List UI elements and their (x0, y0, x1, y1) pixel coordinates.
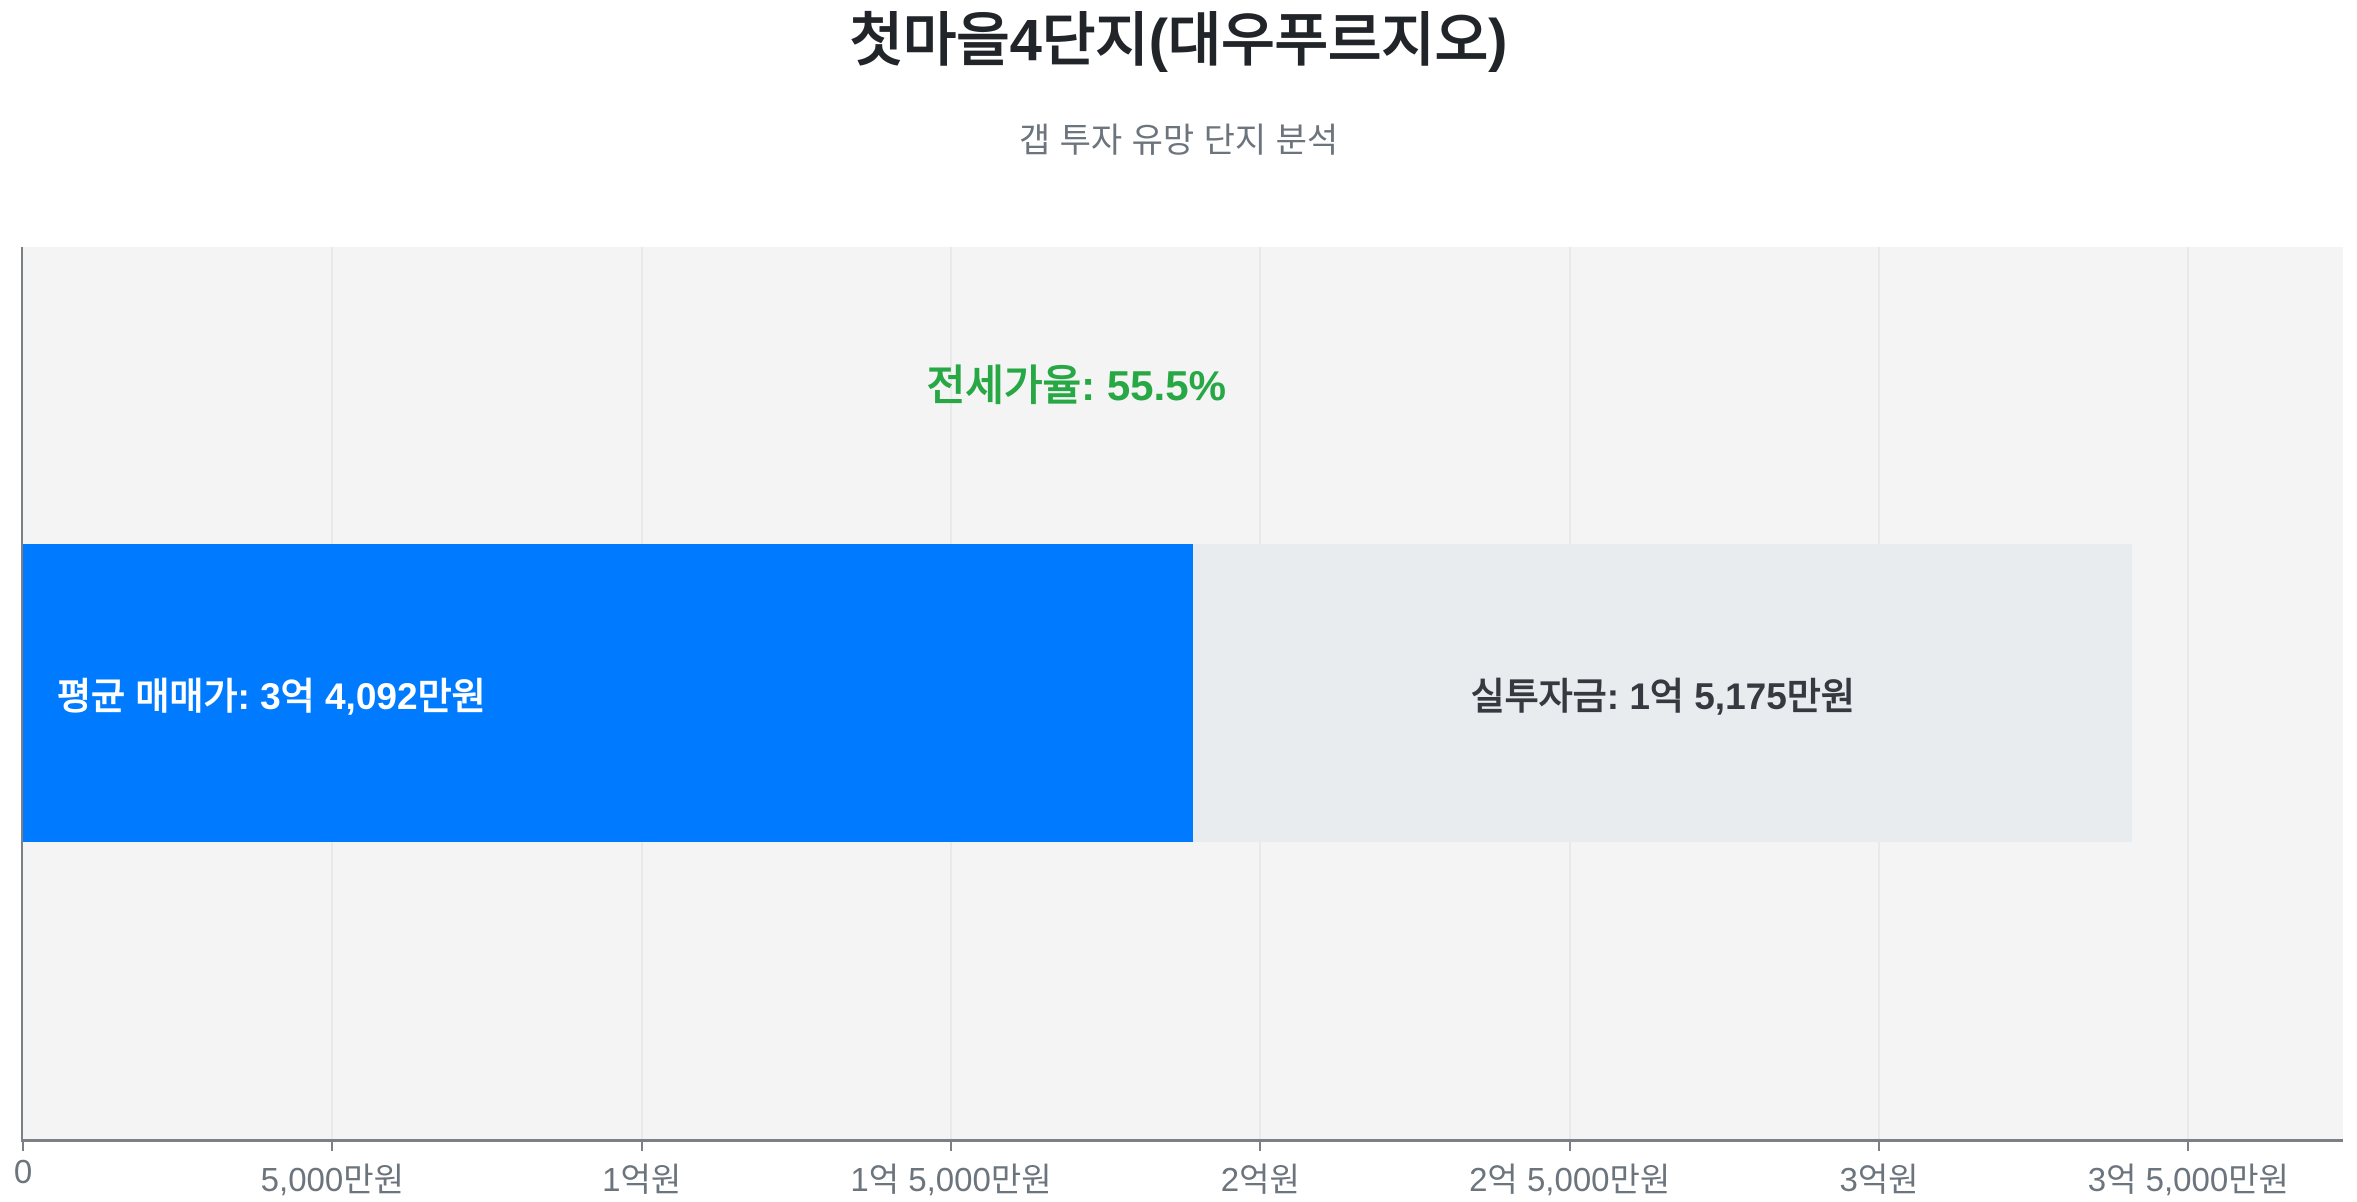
chart-header: 첫마을4단지(대우푸르지오) 갭 투자 유망 단지 분석 (0, 0, 2357, 162)
chart-subtitle: 갭 투자 유망 단지 분석 (1018, 121, 1339, 160)
x-axis-line (21, 1139, 2343, 1142)
x-axis-tick-label: 3억 5,000만원 (2087, 1161, 2289, 1198)
x-axis-tick-label: 1억원 (602, 1161, 682, 1198)
bar-segment-jeonse-portion: 평균 매매가: 3억 4,092만원 (23, 544, 1194, 843)
x-axis-tick-label: 3억원 (1839, 1161, 1919, 1198)
x-axis-tick (331, 1142, 334, 1151)
plot-area: 전세가율: 55.5% 평균 매매가: 3억 4,092만원 실투자금: 1억 … (14, 247, 2343, 1198)
bar-segment-net-investment: 실투자금: 1억 5,175만원 (1193, 544, 2133, 843)
x-axis-tick-label: 1억 5,000만원 (850, 1161, 1052, 1198)
avg-sale-price-label: 평균 매매가: 3억 4,092만원 (57, 676, 486, 718)
x-axis-tick-label: 2억원 (1220, 1161, 1300, 1198)
x-axis-tick (2187, 1142, 2190, 1151)
gridline (2187, 247, 2190, 1139)
jeonse-ratio-annotation: 전세가율: 55.5% (926, 362, 1226, 410)
chart-title: 첫마을4단지(대우푸르지오) (849, 8, 1508, 73)
bar-track: 평균 매매가: 3억 4,092만원 실투자금: 1억 5,175만원 (23, 544, 2343, 843)
x-axis-tick-label: 5,000만원 (260, 1161, 404, 1198)
net-investment-label: 실투자금: 1억 5,175만원 (1470, 676, 1855, 718)
x-axis-tick-label: 0 (13, 1153, 33, 1190)
x-axis-tick-label: 2억 5,000만원 (1469, 1161, 1671, 1198)
x-axis-tick (1259, 1142, 1262, 1151)
x-axis-tick (640, 1142, 643, 1151)
x-axis-tick (22, 1142, 24, 1151)
y-axis-line (21, 247, 23, 1142)
x-axis-tick (1568, 1142, 1571, 1151)
x-axis-tick (950, 1142, 952, 1151)
x-axis-tick (1878, 1142, 1880, 1151)
